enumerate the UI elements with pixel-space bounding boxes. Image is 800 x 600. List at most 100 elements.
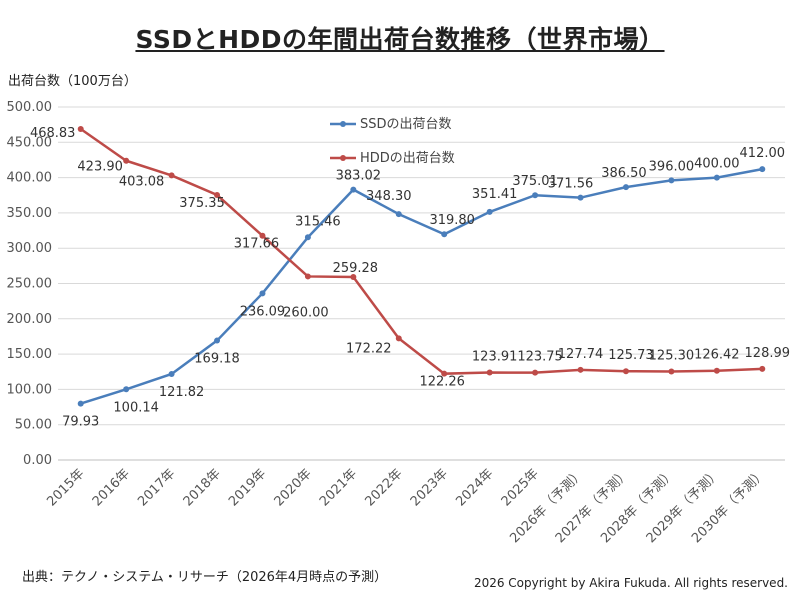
x-tick-label: 2017年 (135, 466, 178, 509)
legend-marker (340, 155, 346, 161)
hdd-point (622, 368, 629, 375)
source-note: 出典：テクノ・システム・リサーチ（2026年4月時点の予測） (22, 570, 388, 585)
data-label: 423.90 (77, 160, 123, 175)
hdd-point (532, 369, 539, 376)
hdd-point (441, 370, 448, 377)
data-label: 79.93 (62, 415, 99, 430)
y-tick-label: 300.00 (7, 241, 53, 256)
hdd-point (123, 157, 130, 164)
legend: SSDの出荷台数 HDDの出荷台数 (330, 117, 455, 166)
data-label: 375.01 (512, 174, 558, 189)
hdd-point (668, 368, 675, 375)
data-label: 100.14 (113, 400, 159, 415)
data-label: 396.00 (649, 159, 695, 174)
chart-title: SSDとHDDの年間出荷台数推移（世界市場） (135, 25, 665, 54)
hdd-point (77, 126, 84, 133)
data-label: 128.99 (745, 346, 791, 361)
x-tick-label: 2024年 (453, 466, 496, 509)
ssd-point (168, 370, 175, 377)
data-label: 468.83 (30, 126, 76, 141)
x-tick-label: 2021年 (317, 466, 360, 509)
legend-entry: HDDの出荷台数 (360, 151, 455, 166)
data-label: 315.46 (295, 214, 341, 229)
x-tick-label: 2025年 (499, 466, 542, 509)
y-tick-label: 450.00 (7, 135, 53, 150)
hdd-point (395, 335, 402, 342)
data-label: 317.66 (234, 237, 280, 252)
y-tick-label: 500.00 (7, 100, 53, 115)
data-label: 412.00 (740, 146, 786, 161)
ssd-point (441, 231, 448, 238)
hdd-point (304, 273, 311, 280)
data-label: 122.26 (419, 375, 465, 390)
data-label: 260.00 (283, 305, 329, 320)
data-label: 172.22 (346, 341, 392, 356)
data-label: 121.82 (159, 385, 205, 400)
data-label: 169.18 (194, 352, 240, 367)
series-lines (77, 126, 766, 407)
x-tick-label: 2023年 (408, 466, 451, 509)
data-label: 259.28 (333, 261, 379, 276)
data-label: 125.73 (608, 348, 654, 363)
data-label: 123.91 (472, 350, 518, 365)
series-line-hdd (80, 127, 763, 375)
y-tick-label: 400.00 (7, 171, 53, 186)
hdd-point (214, 192, 221, 199)
hdd-point (713, 367, 720, 374)
data-label: 319.80 (429, 213, 475, 228)
ssd-point (395, 211, 402, 218)
hdd-point (168, 172, 175, 179)
data-label: 127.74 (558, 347, 604, 362)
ssd-point (532, 192, 539, 199)
ssd-point (259, 290, 266, 297)
ssd-point (486, 208, 493, 215)
legend-marker (340, 121, 346, 127)
series-line-ssd (80, 167, 763, 405)
x-tick-label: 2019年 (226, 466, 269, 509)
y-tick-label: 250.00 (7, 277, 53, 292)
copyright-notice: 2026 Copyright by Akira Fukuda. All righ… (473, 576, 788, 590)
data-label: 383.02 (336, 169, 382, 184)
data-label: 371.56 (548, 177, 594, 192)
y-tick-label: 0.00 (23, 453, 52, 468)
y-tick-label: 100.00 (7, 382, 53, 397)
ssd-point (759, 166, 766, 173)
data-label: 403.08 (119, 174, 165, 189)
x-tick-label: 2020年 (272, 466, 315, 509)
ssd-point (304, 234, 311, 241)
data-label: 351.41 (472, 187, 518, 202)
hdd-point (350, 273, 357, 280)
data-label: 400.00 (694, 157, 740, 172)
x-tick-label: 2016年 (90, 466, 133, 509)
ssd-point (214, 337, 221, 344)
y-axis-unit-label: 出荷台数（100万台） (8, 74, 137, 89)
hdd-point (759, 365, 766, 372)
ssd-point (668, 177, 675, 184)
ssd-point (350, 186, 357, 193)
hdd-point (486, 369, 493, 376)
legend-entry: SSDの出荷台数 (360, 117, 452, 132)
y-tick-label: 350.00 (7, 206, 53, 221)
y-tick-label: 150.00 (7, 347, 53, 362)
ssd-point (622, 184, 629, 191)
data-label: 125.30 (649, 349, 695, 364)
data-label: 236.09 (240, 304, 286, 319)
data-label: 386.50 (601, 166, 647, 181)
hdd-point (577, 366, 584, 373)
x-tick-label: 2018年 (181, 466, 224, 509)
x-tick-label: 2015年 (44, 466, 87, 509)
ssd-point (577, 194, 584, 201)
data-label: 126.42 (694, 348, 740, 363)
ssd-point (713, 174, 720, 181)
ssd-point (123, 386, 130, 393)
y-tick-label: 50.00 (15, 418, 52, 433)
x-tick-label: 2022年 (362, 466, 405, 509)
data-label: 375.35 (179, 196, 225, 211)
ssd-point (77, 400, 84, 407)
data-label: 348.30 (366, 189, 412, 204)
hdd-point (259, 232, 266, 239)
data-label: 123.75 (517, 350, 563, 365)
y-tick-label: 200.00 (7, 312, 53, 327)
